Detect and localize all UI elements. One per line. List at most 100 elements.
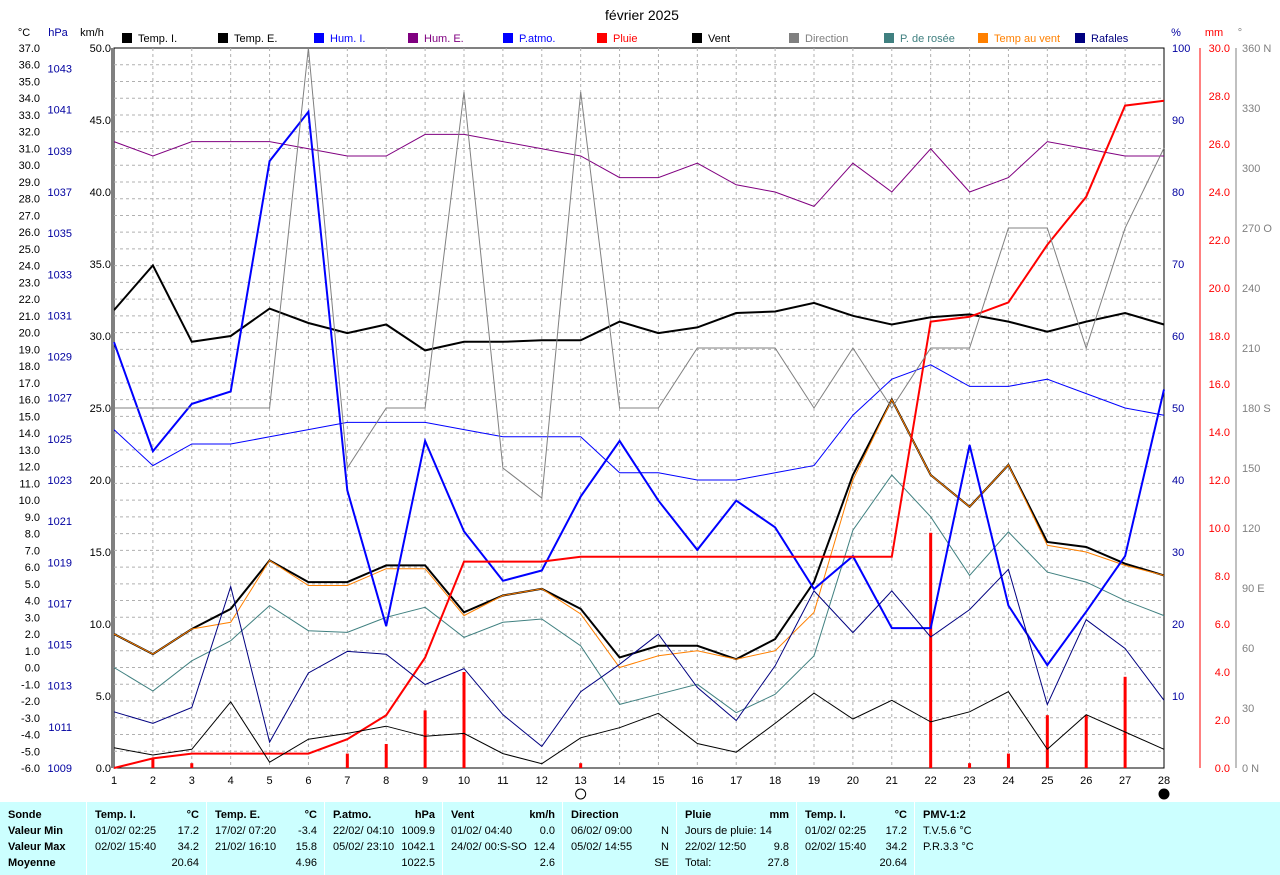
series-lines	[113, 47, 1165, 769]
temp-tick-label: 11.0	[19, 478, 40, 490]
legend-label: Pluie	[613, 33, 637, 45]
panel-row-label: Valeur Max	[8, 841, 66, 853]
panel-row-labels: Sonde Valeur Min Valeur Max Moyenne	[0, 802, 86, 875]
rain-bar	[1045, 715, 1049, 768]
temp-tick-label: -3.0	[21, 713, 40, 725]
temp-tick-label: 6.0	[25, 562, 40, 574]
temp-tick-label: 7.0	[25, 545, 40, 557]
x-tick-label: 28	[1158, 775, 1170, 787]
legend-label: Temp. I.	[138, 33, 177, 45]
pressure-axis-unit: hPa	[48, 27, 68, 39]
pressure-tick-label: 1021	[48, 516, 72, 528]
x-tick-label: 7	[344, 775, 350, 787]
legend-label: Hum. E.	[424, 33, 464, 45]
legend-label: Temp au vent	[994, 33, 1060, 45]
direction-tick-label: 120	[1242, 523, 1260, 535]
weather-chart: 1 2 3 4 5 6 7 8 9 10 11 12 13 14 15 16 17 18 19 20 21 22 23 24 2…	[18, 7, 1272, 800]
rain-tick-label: 4.0	[1215, 667, 1230, 679]
pressure-tick-label: 1009	[48, 763, 72, 775]
rain-tick-label: 18.0	[1209, 331, 1230, 343]
temp-tick-label: 22.0	[19, 294, 40, 306]
pressure-tick-label: 1015	[48, 640, 72, 652]
x-tick-label: 12	[536, 775, 548, 787]
temp-tick-label: 37.0	[19, 43, 40, 55]
rain-bar	[1006, 753, 1010, 768]
panel-min-date: 01/02/ 02:25	[95, 825, 157, 837]
rain-tick-label: 20.0	[1209, 283, 1230, 295]
x-tick-label: 8	[383, 775, 389, 787]
temp-tick-label: 27.0	[19, 210, 40, 222]
x-tick-label: 13	[575, 775, 587, 787]
temp-tick-label: -5.0	[21, 746, 40, 758]
panel-col-title: P.atmo.	[333, 809, 372, 821]
wind-tick-label: 25.0	[90, 403, 111, 415]
x-tick-label: 2	[150, 775, 156, 787]
panel-max-date: 24/02/ 00:S-SO	[451, 841, 527, 853]
series-line-temp-au-vent	[113, 398, 1165, 669]
rain-bar	[929, 532, 933, 768]
series-line-temp-e-	[113, 397, 1165, 661]
temp-tick-label: -2.0	[21, 696, 40, 708]
panel-avg-value: 27.8	[767, 857, 789, 869]
temp-tick-label: 14.0	[19, 428, 40, 440]
temp-tick-label: 29.0	[19, 177, 40, 189]
wind-tick-label: 15.0	[90, 547, 111, 559]
legend-swatch	[314, 33, 324, 43]
panel-col-unit: °C	[304, 809, 317, 821]
humidity-tick-label: 90	[1172, 115, 1184, 127]
direction-tick-label: 330	[1242, 103, 1260, 115]
rain-bar	[968, 763, 972, 768]
rain-axis-unit: mm	[1205, 27, 1223, 39]
panel-max-date: 05/02/ 23:10	[333, 841, 395, 853]
series-line-pluie	[113, 99, 1165, 769]
panel-col: Vent km/h 01/02/ 04:40 0.0 24/02/ 00:S-SO 12.…	[442, 802, 563, 875]
panel-min-value: 17.2	[885, 825, 907, 837]
temp-tick-label: 4.0	[25, 596, 40, 608]
panel-min-value: N	[661, 825, 669, 837]
x-tick-label: 4	[228, 775, 234, 787]
panel-max-date: 02/02/ 15:40	[95, 841, 157, 853]
panel-avg-value: 1022.5	[401, 857, 435, 869]
panel-row-label: Valeur Min	[8, 825, 64, 837]
panel-max-value: 1042.1	[401, 841, 435, 853]
x-tick-label: 16	[691, 775, 703, 787]
panel-max-value: 9.8	[773, 841, 789, 853]
temp-tick-label: 17.0	[19, 378, 40, 390]
direction-tick-label: 60	[1242, 643, 1254, 655]
pressure-tick-label: 1037	[48, 187, 72, 199]
humidity-tick-label: 50	[1172, 403, 1184, 415]
panel-avg-value: SE	[654, 857, 669, 869]
direction-tick-label: 180 S	[1242, 403, 1271, 415]
rain-tick-label: 10.0	[1209, 523, 1230, 535]
humidity-tick-label: 40	[1172, 475, 1184, 487]
panel-max-value: 12.4	[533, 841, 555, 853]
legend-label: Rafales	[1091, 33, 1129, 45]
summary-panel: Sonde Valeur Min Valeur Max Moyenne Temp. I.…	[0, 801, 1280, 875]
grid	[113, 47, 1165, 769]
legend-swatch	[884, 33, 894, 43]
series-line-p-de-ros-e	[113, 474, 1165, 714]
x-tick-label: 9	[422, 775, 428, 787]
temp-tick-label: 1.0	[25, 646, 40, 658]
pressure-tick-label: 1019	[48, 557, 72, 569]
panel-max-date: 22/02/ 12:50	[685, 841, 747, 853]
x-tick-label: 11	[497, 775, 508, 787]
moon-full-icon	[1158, 788, 1170, 800]
panel-min-date: Jours de pluie: 14	[685, 825, 772, 837]
rain-bar	[1084, 715, 1088, 768]
panel-max-value: 34.2	[885, 841, 907, 853]
panel-col-title: Temp. I.	[805, 809, 846, 821]
temp-tick-label: -1.0	[21, 679, 40, 691]
rain-bar	[579, 763, 583, 768]
x-tick-label: 21	[886, 775, 898, 787]
panel-min-date: 06/02/ 09:00	[571, 825, 633, 837]
temp-tick-label: 26.0	[19, 227, 40, 239]
panel-avg-value: 4.96	[295, 857, 317, 869]
panel-min-value: 1009.9	[401, 825, 435, 837]
humidity-axis-unit: %	[1171, 27, 1181, 39]
temp-tick-label: 9.0	[25, 512, 40, 524]
chart-title: février 2025	[605, 7, 679, 23]
panel-col-title: PMV-1:2	[923, 809, 966, 821]
panel-avg-value: 2.6	[539, 857, 555, 869]
rain-bar	[384, 744, 388, 768]
